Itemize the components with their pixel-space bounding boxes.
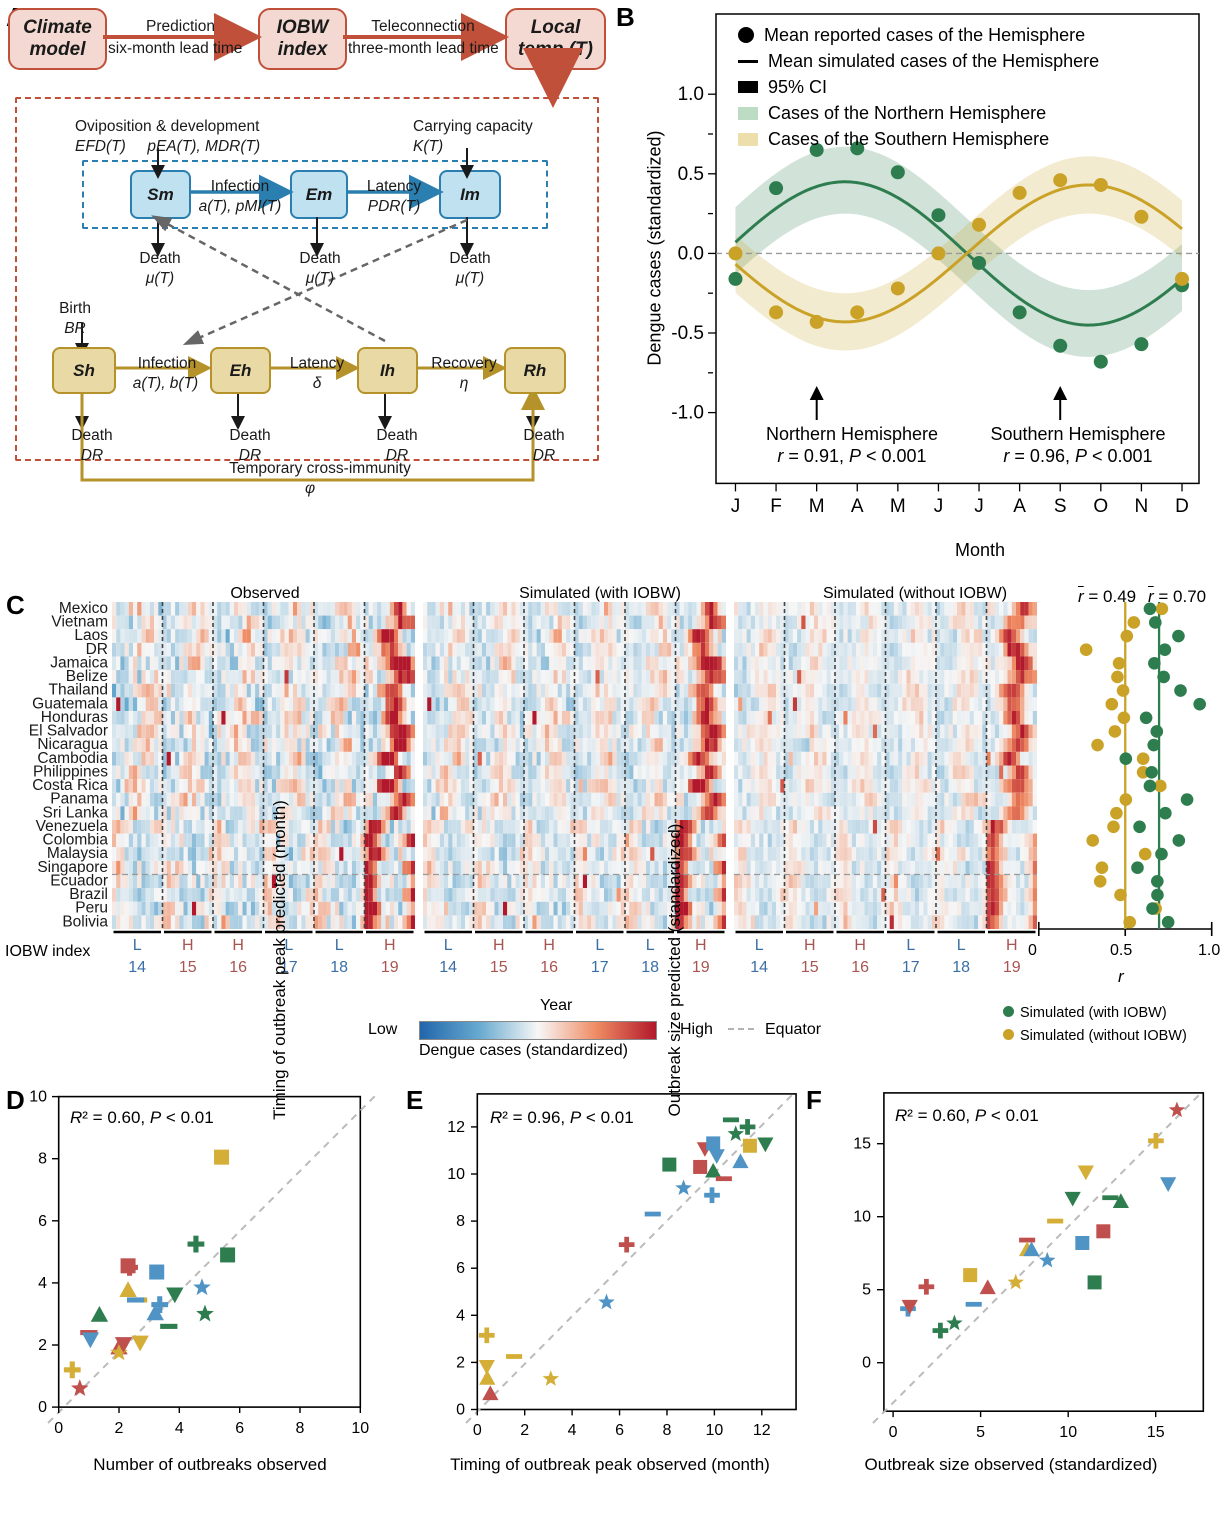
svg-text:1.0: 1.0 bbox=[678, 84, 704, 105]
svg-text:D: D bbox=[1175, 496, 1189, 517]
svg-text:M: M bbox=[890, 496, 906, 517]
svg-text:F: F bbox=[770, 496, 782, 517]
svg-text:A: A bbox=[851, 496, 864, 517]
svg-text:M: M bbox=[809, 496, 825, 517]
svg-text:J: J bbox=[934, 496, 944, 517]
svg-text:J: J bbox=[731, 496, 741, 517]
svg-text:S: S bbox=[1054, 496, 1067, 517]
svg-text:-0.5: -0.5 bbox=[671, 323, 704, 344]
svg-text:-1.0: -1.0 bbox=[671, 403, 704, 424]
svg-text:J: J bbox=[974, 496, 984, 517]
svg-text:O: O bbox=[1093, 496, 1108, 517]
svg-text:0.5: 0.5 bbox=[678, 164, 704, 185]
svg-text:N: N bbox=[1135, 496, 1149, 517]
svg-text:A: A bbox=[1013, 496, 1026, 517]
svg-text:0.0: 0.0 bbox=[678, 243, 704, 264]
